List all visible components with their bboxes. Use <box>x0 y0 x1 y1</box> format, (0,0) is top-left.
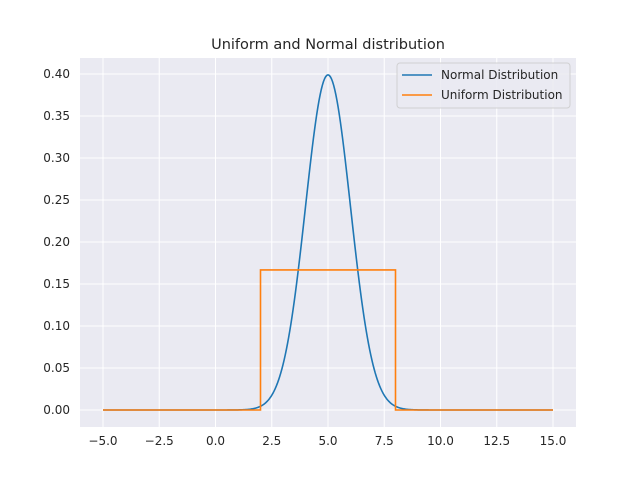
x-tick-label: 12.5 <box>483 434 510 448</box>
y-tick-label: 0.15 <box>43 277 70 291</box>
x-tick-label: −2.5 <box>145 434 174 448</box>
series-layer <box>103 74 553 411</box>
x-tick-label: 2.5 <box>262 434 281 448</box>
chart-title: Uniform and Normal distribution <box>211 37 445 53</box>
x-tick-label: 5.0 <box>318 434 337 448</box>
y-tick-label: 0.35 <box>43 109 70 123</box>
y-tick-label: 0.05 <box>43 361 70 375</box>
y-tick-label: 0.20 <box>43 235 70 249</box>
x-tick-label: 10.0 <box>427 434 454 448</box>
x-tick-label: 15.0 <box>540 434 567 448</box>
y-tick-label: 0.25 <box>43 193 70 207</box>
x-tick-label: 0.0 <box>206 434 225 448</box>
y-tick-label: 0.10 <box>43 319 70 333</box>
x-axis-ticks: −5.0 −2.5 0.0 2.5 5.0 7.5 10.0 12.5 15.0 <box>88 434 566 448</box>
legend-label-normal: Normal Distribution <box>441 68 558 82</box>
y-tick-label: 0.30 <box>43 151 70 165</box>
y-tick-label: 0.40 <box>43 67 70 81</box>
x-tick-label: 7.5 <box>375 434 394 448</box>
y-axis-ticks: 0.00 0.05 0.10 0.15 0.20 0.25 0.30 0.35 0.40 <box>43 67 70 417</box>
x-tick-label: −5.0 <box>88 434 117 448</box>
legend: Normal Distribution Uniform Distribution <box>396 62 571 109</box>
y-tick-label: 0.00 <box>43 403 70 417</box>
legend-box <box>396 62 571 109</box>
legend-label-uniform: Uniform Distribution <box>441 88 563 102</box>
series-line-uniform <box>103 269 553 411</box>
